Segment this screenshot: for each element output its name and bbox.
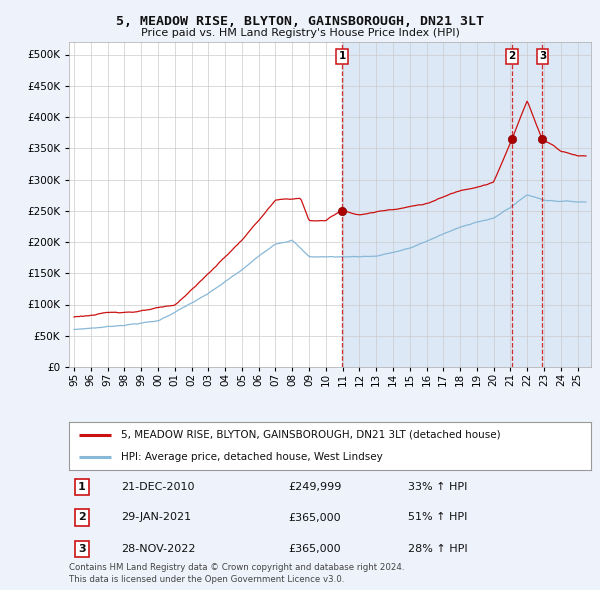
Text: £365,000: £365,000 bbox=[288, 544, 341, 554]
Text: £249,999: £249,999 bbox=[288, 482, 341, 492]
Bar bbox=[342, 42, 591, 367]
Text: Price paid vs. HM Land Registry's House Price Index (HPI): Price paid vs. HM Land Registry's House … bbox=[140, 28, 460, 38]
Text: 1: 1 bbox=[78, 482, 86, 492]
Text: Contains HM Land Registry data © Crown copyright and database right 2024.
This d: Contains HM Land Registry data © Crown c… bbox=[69, 563, 404, 584]
Text: 21-DEC-2010: 21-DEC-2010 bbox=[121, 482, 194, 492]
Text: 33% ↑ HPI: 33% ↑ HPI bbox=[409, 482, 467, 492]
Text: 3: 3 bbox=[78, 544, 86, 554]
Text: 51% ↑ HPI: 51% ↑ HPI bbox=[409, 513, 467, 523]
Text: 2: 2 bbox=[508, 51, 515, 61]
Text: 28% ↑ HPI: 28% ↑ HPI bbox=[409, 544, 468, 554]
Text: 28-NOV-2022: 28-NOV-2022 bbox=[121, 544, 196, 554]
Text: 1: 1 bbox=[338, 51, 346, 61]
Text: 29-JAN-2021: 29-JAN-2021 bbox=[121, 513, 191, 523]
Text: 5, MEADOW RISE, BLYTON, GAINSBOROUGH, DN21 3LT: 5, MEADOW RISE, BLYTON, GAINSBOROUGH, DN… bbox=[116, 15, 484, 28]
Text: HPI: Average price, detached house, West Lindsey: HPI: Average price, detached house, West… bbox=[121, 452, 383, 462]
Text: 3: 3 bbox=[539, 51, 546, 61]
Text: 2: 2 bbox=[78, 513, 86, 523]
Text: 5, MEADOW RISE, BLYTON, GAINSBOROUGH, DN21 3LT (detached house): 5, MEADOW RISE, BLYTON, GAINSBOROUGH, DN… bbox=[121, 430, 501, 440]
Text: £365,000: £365,000 bbox=[288, 513, 341, 523]
